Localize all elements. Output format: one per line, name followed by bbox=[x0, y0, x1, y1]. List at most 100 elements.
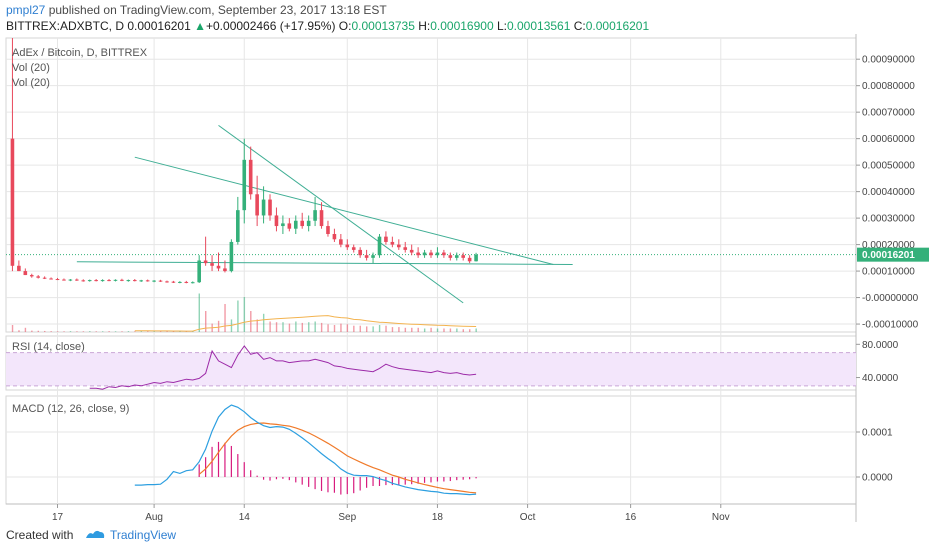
candle-down bbox=[384, 236, 388, 242]
candle-down bbox=[364, 255, 369, 258]
candle-up bbox=[371, 255, 375, 258]
y-tick-label: 0.00040000 bbox=[862, 187, 915, 198]
last-price: 0.00016201 bbox=[127, 19, 191, 33]
candle-down bbox=[358, 249, 362, 256]
volume-bar bbox=[443, 328, 445, 332]
tradingview-brand-link[interactable]: TradingView bbox=[110, 528, 177, 542]
macd-signal-line bbox=[198, 422, 477, 494]
volume-bar bbox=[179, 331, 181, 332]
volume-bar bbox=[89, 331, 91, 332]
last-price-tag bbox=[857, 247, 929, 262]
candle-down bbox=[55, 279, 60, 281]
macd-tick-label: 0.0000 bbox=[862, 473, 893, 484]
volume-bar bbox=[24, 327, 27, 332]
volume-bar bbox=[333, 325, 336, 332]
volume-bar bbox=[372, 326, 374, 332]
volume-bar bbox=[114, 331, 117, 332]
volume-bar bbox=[398, 327, 400, 332]
volume-bar bbox=[69, 331, 72, 332]
candle-down bbox=[23, 271, 28, 276]
candle-down bbox=[390, 241, 395, 245]
volume-bar bbox=[172, 331, 175, 332]
main-pane-frame bbox=[5, 37, 857, 333]
candle-up bbox=[261, 199, 266, 216]
candle-down bbox=[10, 138, 15, 266]
rsi-tick-label: 80.0000 bbox=[862, 340, 899, 351]
volume-bar bbox=[269, 321, 271, 332]
change-arrow-icon: ▲ bbox=[194, 19, 206, 33]
candle-up bbox=[435, 252, 440, 256]
low-value: 0.00013561 bbox=[506, 19, 571, 33]
volume-bar bbox=[205, 311, 207, 332]
y-tick-label: 0.00010000 bbox=[862, 267, 915, 278]
volume-bar bbox=[95, 331, 97, 332]
candle-up bbox=[281, 223, 285, 227]
candle-down bbox=[120, 279, 124, 281]
volume-bar bbox=[31, 330, 33, 332]
volume-bar bbox=[430, 327, 432, 332]
last-price-tag-label: 0.00016201 bbox=[862, 250, 915, 261]
volume-bar bbox=[37, 330, 39, 332]
candle-up bbox=[422, 252, 427, 256]
candle-up bbox=[139, 280, 144, 282]
candle-down bbox=[158, 280, 163, 282]
volume-bar bbox=[63, 331, 65, 332]
candle-up bbox=[474, 254, 478, 262]
volume-bar bbox=[237, 300, 239, 332]
candle-down bbox=[332, 234, 337, 240]
volume-bar bbox=[282, 322, 284, 332]
symbol-label: BITTREX:ADXBTC, D bbox=[6, 19, 125, 33]
volume-bar bbox=[153, 331, 155, 332]
volume-bar bbox=[147, 331, 149, 332]
macd-pane-frame bbox=[5, 395, 857, 505]
x-tick-label: 14 bbox=[239, 512, 251, 522]
main-chart-title: AdEx / Bitcoin, D, BITTREX bbox=[12, 47, 148, 59]
candle-up bbox=[454, 255, 459, 258]
candle-down bbox=[62, 279, 66, 281]
candle-down bbox=[467, 257, 472, 262]
candle-down bbox=[210, 263, 214, 266]
candle-down bbox=[223, 268, 227, 272]
volume-bar bbox=[44, 330, 46, 332]
volume-bar bbox=[50, 331, 52, 332]
candle-up bbox=[126, 280, 131, 282]
volume-bar bbox=[366, 326, 368, 332]
volume-bar bbox=[346, 324, 349, 332]
candle-down bbox=[36, 276, 40, 278]
high-value: 0.00016900 bbox=[430, 19, 494, 33]
candle-up bbox=[87, 280, 92, 282]
candle-down bbox=[268, 199, 272, 216]
rsi-line bbox=[89, 345, 477, 390]
volume-bar bbox=[166, 331, 168, 332]
y-tick-label: 0.00020000 bbox=[862, 240, 915, 251]
candle-up bbox=[306, 220, 311, 227]
volume-bar bbox=[359, 325, 361, 332]
volume-bar bbox=[108, 331, 110, 332]
rsi-title: RSI (14, close) bbox=[12, 341, 85, 353]
volume-bar bbox=[385, 325, 387, 332]
candle-down bbox=[461, 255, 465, 258]
candle-up bbox=[293, 220, 298, 229]
volume-bar bbox=[449, 328, 452, 332]
volume-bar bbox=[320, 322, 323, 332]
volume-bar bbox=[288, 323, 291, 332]
candle-down bbox=[326, 226, 330, 234]
volume-bar bbox=[314, 321, 316, 332]
volume-bar bbox=[275, 322, 278, 332]
volume-bar bbox=[423, 328, 426, 332]
y-tick-label: 0.00080000 bbox=[862, 81, 915, 92]
macd-line bbox=[134, 404, 477, 496]
ohlc-line: BITTREX:ADXBTC, D 0.00016201 ▲+0.0000246… bbox=[6, 19, 649, 33]
volume-bar bbox=[134, 331, 136, 332]
publisher-link[interactable]: pmpl27 bbox=[6, 3, 46, 17]
volume-bar bbox=[76, 331, 78, 332]
y-tick-label: 0.00070000 bbox=[862, 108, 915, 119]
chart-canvas[interactable]: 17 Aug 14 Sep 18 Oct 16 Nov 0.00090000 0.00080000… bbox=[0, 34, 932, 522]
candle-down bbox=[94, 280, 98, 282]
volume-bar bbox=[469, 329, 471, 332]
high-label: H: bbox=[418, 19, 431, 33]
volume-bar bbox=[11, 325, 14, 332]
tradingview-logo-icon bbox=[86, 530, 105, 538]
candle-down bbox=[145, 280, 150, 282]
open-value: 0.00013735 bbox=[351, 19, 415, 33]
